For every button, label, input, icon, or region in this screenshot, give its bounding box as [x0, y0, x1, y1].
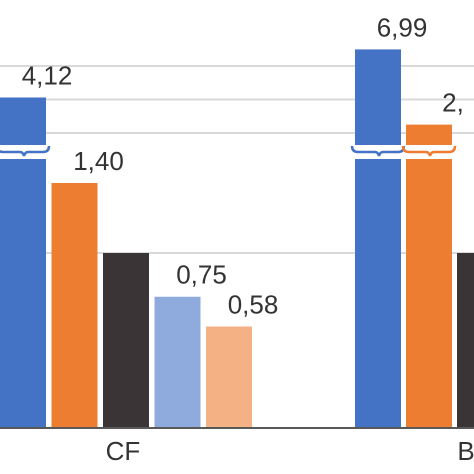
data-label: 1,40 [73, 146, 124, 176]
data-label: 2, [442, 88, 464, 118]
bar [154, 296, 201, 428]
data-label: 4,12 [22, 60, 73, 90]
bar [457, 253, 474, 428]
data-label: 6,99 [377, 12, 428, 42]
data-label: 0,75 [176, 260, 227, 290]
axis-break-brace [350, 145, 406, 157]
x-tick-label: B [457, 436, 474, 466]
axis-break-brace [0, 145, 51, 157]
axis-break-brace [401, 145, 457, 157]
bar [406, 124, 452, 428]
axis-break-gap [0, 145, 47, 159]
bar [355, 49, 401, 428]
data-label: 0,58 [228, 289, 279, 319]
x-tick-label: CF [106, 436, 141, 466]
bar [103, 253, 149, 428]
bar [51, 183, 98, 428]
bar [206, 326, 252, 428]
